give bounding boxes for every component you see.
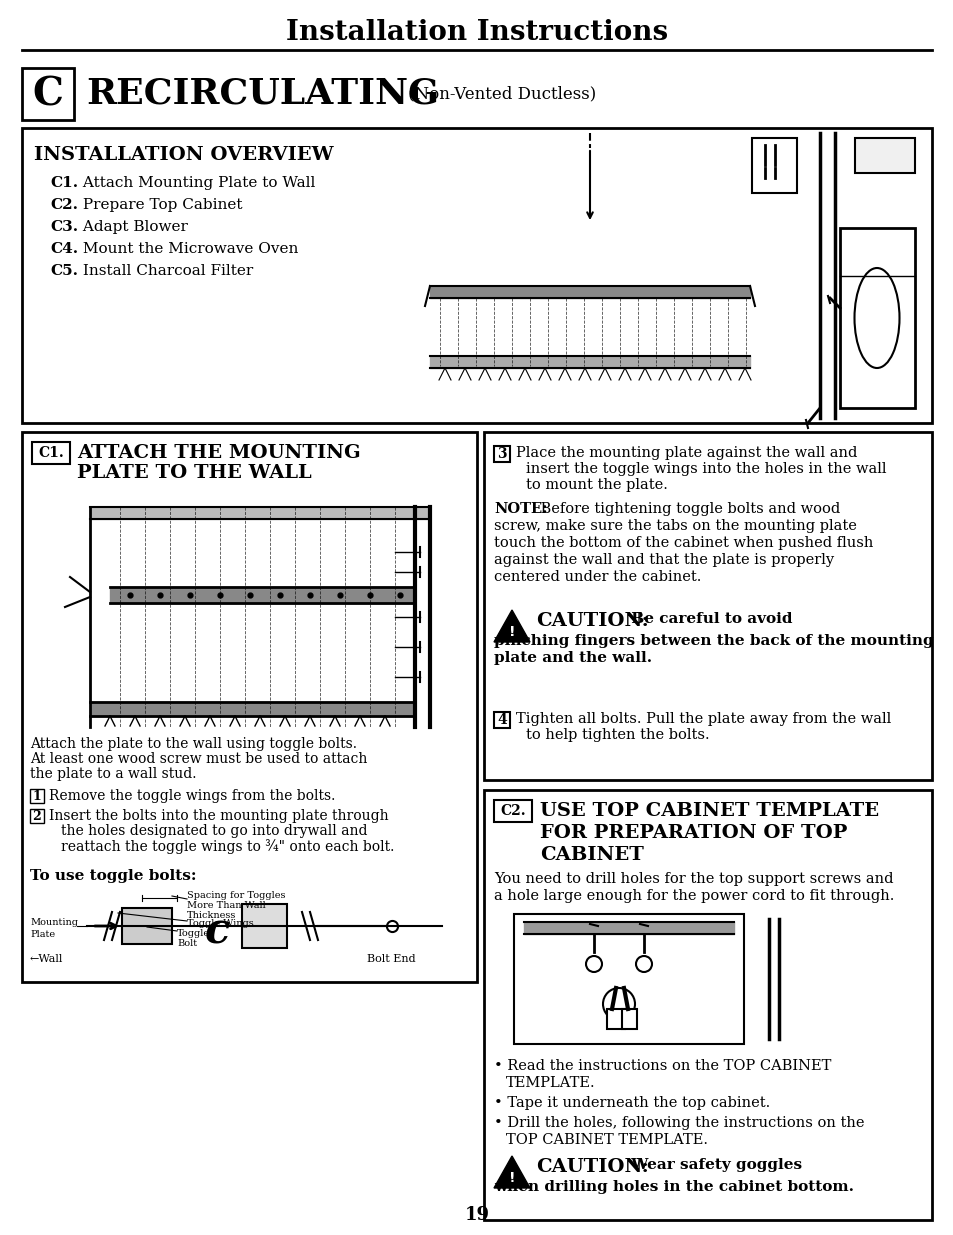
- Text: Remove the toggle wings from the bolts.: Remove the toggle wings from the bolts.: [49, 789, 335, 803]
- Text: Spacing for Toggles: Spacing for Toggles: [187, 890, 285, 900]
- Text: Wear safety goggles: Wear safety goggles: [625, 1158, 801, 1172]
- Text: insert the toggle wings into the holes in the wall: insert the toggle wings into the holes i…: [525, 462, 885, 475]
- Text: 2: 2: [32, 809, 41, 823]
- Circle shape: [602, 988, 635, 1020]
- Text: Mount the Microwave Oven: Mount the Microwave Oven: [78, 242, 298, 256]
- Bar: [122, 908, 172, 944]
- Bar: [606, 1009, 624, 1029]
- Bar: [22, 432, 476, 982]
- Text: !: !: [508, 1171, 515, 1186]
- Text: NOTE:: NOTE:: [494, 501, 547, 516]
- Bar: [514, 914, 743, 1044]
- Text: screw, make sure the tabs on the mounting plate: screw, make sure the tabs on the mountin…: [494, 519, 856, 534]
- Text: 19: 19: [464, 1207, 489, 1224]
- Text: TEMPLATE.: TEMPLATE.: [505, 1076, 595, 1091]
- Text: 3: 3: [497, 447, 506, 461]
- Text: C1.: C1.: [50, 177, 78, 190]
- Text: c: c: [204, 910, 230, 952]
- Text: (Non-Vented Ductless): (Non-Vented Ductless): [408, 85, 596, 103]
- Bar: [30, 809, 44, 823]
- Circle shape: [636, 956, 651, 972]
- Text: centered under the cabinet.: centered under the cabinet.: [494, 571, 700, 584]
- Text: • Drill the holes, following the instructions on the: • Drill the holes, following the instruc…: [494, 1116, 863, 1130]
- Polygon shape: [494, 610, 530, 642]
- Text: Attach the plate to the wall using toggle bolts.: Attach the plate to the wall using toggl…: [30, 737, 356, 751]
- Text: reattach the toggle wings to ¾" onto each bolt.: reattach the toggle wings to ¾" onto eac…: [61, 839, 394, 853]
- Text: Plate: Plate: [30, 930, 55, 939]
- Text: Adapt Blower: Adapt Blower: [78, 220, 188, 233]
- Text: Tighten all bolts. Pull the plate away from the wall: Tighten all bolts. Pull the plate away f…: [516, 713, 890, 726]
- Text: a hole large enough for the power cord to fit through.: a hole large enough for the power cord t…: [494, 889, 894, 903]
- Bar: [32, 442, 70, 464]
- Bar: [854, 138, 914, 173]
- Text: touch the bottom of the cabinet when pushed flush: touch the bottom of the cabinet when pus…: [494, 536, 872, 550]
- Text: Toggle Wings: Toggle Wings: [187, 919, 253, 927]
- Text: FOR PREPARATION OF TOP: FOR PREPARATION OF TOP: [539, 824, 846, 842]
- Text: Be careful to avoid: Be careful to avoid: [625, 613, 792, 626]
- Text: !: !: [508, 625, 515, 638]
- Text: Prepare Top Cabinet: Prepare Top Cabinet: [78, 198, 242, 212]
- Text: the holes designated to go into drywall and: the holes designated to go into drywall …: [61, 824, 367, 839]
- Text: to mount the plate.: to mount the plate.: [525, 478, 667, 492]
- Text: Place the mounting plate against the wall and: Place the mounting plate against the wal…: [516, 446, 857, 459]
- Text: C3.: C3.: [50, 220, 78, 233]
- Text: C5.: C5.: [50, 264, 78, 278]
- Text: To use toggle bolts:: To use toggle bolts:: [30, 869, 196, 883]
- Bar: [483, 790, 931, 1220]
- Bar: [621, 1009, 637, 1029]
- Bar: [494, 800, 532, 823]
- Text: You need to drill holes for the top support screws and: You need to drill holes for the top supp…: [494, 872, 893, 885]
- Bar: [751, 138, 796, 193]
- Text: plate and the wall.: plate and the wall.: [494, 651, 652, 664]
- Text: C1.: C1.: [38, 446, 64, 459]
- Bar: [840, 228, 914, 408]
- Text: CAUTION:: CAUTION:: [536, 1158, 648, 1176]
- Bar: [494, 446, 510, 462]
- Text: PLATE TO THE WALL: PLATE TO THE WALL: [77, 464, 312, 482]
- Text: CABINET: CABINET: [539, 846, 643, 864]
- Text: Thickness: Thickness: [187, 911, 236, 920]
- Text: Attach Mounting Plate to Wall: Attach Mounting Plate to Wall: [78, 177, 315, 190]
- Text: 4: 4: [497, 713, 506, 727]
- Text: Bolt: Bolt: [177, 939, 197, 948]
- Text: pinching fingers between the back of the mounting: pinching fingers between the back of the…: [494, 634, 933, 648]
- Text: Install Charcoal Filter: Install Charcoal Filter: [78, 264, 253, 278]
- Text: when drilling holes in the cabinet bottom.: when drilling holes in the cabinet botto…: [494, 1179, 853, 1194]
- Bar: [30, 789, 44, 803]
- Text: ATTACH THE MOUNTING: ATTACH THE MOUNTING: [77, 445, 360, 462]
- Text: CAUTION:: CAUTION:: [536, 613, 648, 630]
- Bar: [483, 432, 931, 781]
- Text: C2.: C2.: [499, 804, 525, 818]
- Text: ←Wall: ←Wall: [30, 953, 63, 965]
- Bar: [22, 68, 74, 120]
- Circle shape: [585, 956, 601, 972]
- Text: C: C: [32, 75, 64, 112]
- Text: to help tighten the bolts.: to help tighten the bolts.: [525, 727, 709, 742]
- Text: Insert the bolts into the mounting plate through: Insert the bolts into the mounting plate…: [49, 809, 388, 823]
- Text: 1: 1: [32, 789, 41, 803]
- Text: INSTALLATION OVERVIEW: INSTALLATION OVERVIEW: [34, 146, 334, 164]
- Text: More Than Wall: More Than Wall: [187, 902, 266, 910]
- Text: • Tape it underneath the top cabinet.: • Tape it underneath the top cabinet.: [494, 1095, 769, 1110]
- Text: Bolt End: Bolt End: [367, 953, 416, 965]
- Text: Installation Instructions: Installation Instructions: [286, 19, 667, 46]
- Text: C4.: C4.: [50, 242, 78, 256]
- Text: the plate to a wall stud.: the plate to a wall stud.: [30, 767, 196, 781]
- Text: USE TOP CABINET TEMPLATE: USE TOP CABINET TEMPLATE: [539, 802, 879, 820]
- Text: Toggle: Toggle: [177, 929, 210, 939]
- Bar: [494, 713, 510, 727]
- Text: • Read the instructions on the TOP CABINET: • Read the instructions on the TOP CABIN…: [494, 1058, 830, 1073]
- Bar: [22, 128, 931, 424]
- Text: C2.: C2.: [50, 198, 78, 212]
- Ellipse shape: [854, 268, 899, 368]
- Text: At least one wood screw must be used to attach: At least one wood screw must be used to …: [30, 752, 367, 766]
- Text: against the wall and that the plate is properly: against the wall and that the plate is p…: [494, 553, 833, 567]
- Text: Mounting: Mounting: [30, 918, 78, 927]
- Text: Before tightening toggle bolts and wood: Before tightening toggle bolts and wood: [536, 501, 840, 516]
- Text: RECIRCULATING: RECIRCULATING: [86, 77, 438, 111]
- Text: TOP CABINET TEMPLATE.: TOP CABINET TEMPLATE.: [505, 1132, 707, 1147]
- Bar: [242, 904, 287, 948]
- Polygon shape: [494, 1156, 530, 1188]
